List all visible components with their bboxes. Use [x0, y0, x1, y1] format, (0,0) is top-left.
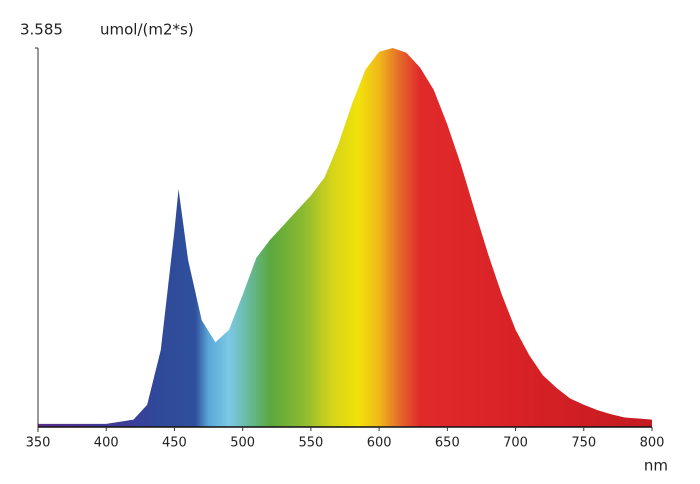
x-tick-label: 750	[571, 436, 596, 451]
x-axis-label: nm	[644, 457, 668, 475]
x-tick-label: 400	[94, 436, 119, 451]
y-axis-unit: umol/(m2*s)	[100, 21, 194, 39]
x-tick-label: 550	[298, 436, 323, 451]
x-tick-label: 700	[503, 436, 528, 451]
x-tick-label: 450	[162, 436, 187, 451]
y-tick-label: 3.585	[20, 21, 63, 39]
x-tick-label: 350	[26, 436, 51, 451]
x-tick-label: 600	[367, 436, 392, 451]
x-tick-label: 800	[640, 436, 665, 451]
x-tick-label: 650	[435, 436, 460, 451]
x-tick-label: 500	[230, 436, 255, 451]
spectrum-area	[38, 48, 652, 427]
